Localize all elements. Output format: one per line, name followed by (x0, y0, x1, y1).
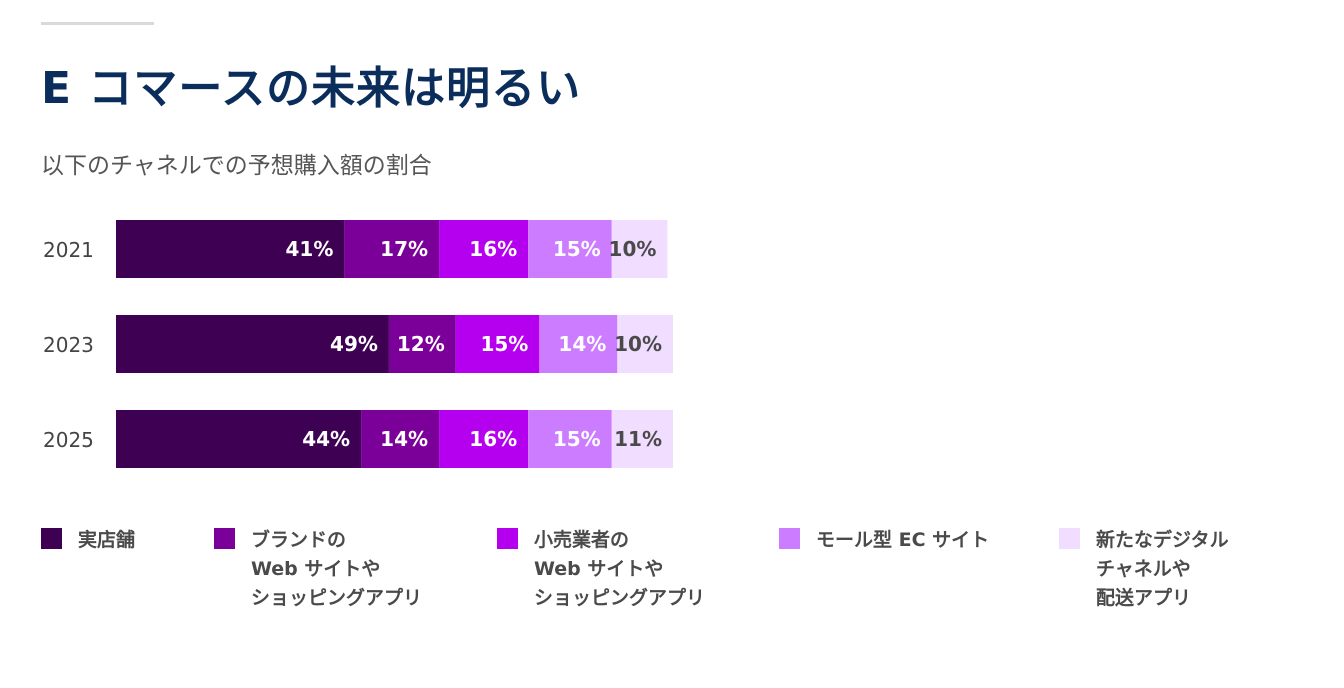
legend-label-line: 小売業者の (534, 529, 630, 551)
legend-label: ブランドの Web サイトやショッピングアプリ (251, 526, 422, 613)
value-label-2021-4: 15% (553, 237, 601, 261)
legend-label-line: Web サイトや (534, 558, 664, 580)
bar-segment-2025-5 (611, 410, 673, 468)
page-title: E コマースの未来は明るい (41, 63, 582, 114)
legend-swatch (779, 528, 800, 549)
bar-segment-2025-1 (116, 410, 362, 468)
legend-label-line: ブランドの (251, 529, 347, 551)
legend-label-line: モール型 EC サイト (816, 529, 990, 551)
value-label-2025-2: 14% (380, 427, 428, 451)
value-label-2023-3: 15% (480, 332, 528, 356)
value-label-2025-3: 16% (469, 427, 517, 451)
legend-label: 小売業者の Web サイトやショッピングアプリ (534, 526, 705, 613)
bar-segment-2021-4 (528, 220, 612, 278)
bar-segment-2021-1 (116, 220, 345, 278)
legend-swatch (214, 528, 235, 549)
legend-swatch (41, 528, 62, 549)
year-label-2023: 2023 (43, 333, 94, 357)
legend-label-line: チャネルや (1096, 558, 1191, 580)
value-label-2025-1: 44% (302, 427, 350, 451)
value-label-2021-3: 16% (469, 237, 517, 261)
title-accent-line (41, 22, 154, 25)
legend-label: 実店舗 (78, 526, 135, 555)
bar-segment-2021-5 (611, 220, 668, 278)
bar-segment-2025-3 (439, 410, 529, 468)
value-label-2025-5: 11% (614, 427, 662, 451)
legend-label-line: ショッピングアプリ (534, 587, 706, 609)
stacked-bar-chart: 2021 41% 17% 16% 15% 10% 2023 49% 12% 15% 14% 10% 20… (43, 220, 673, 468)
bar-segment-2021-3 (439, 220, 529, 278)
bar-segment-2023-3 (455, 315, 540, 373)
value-label-2021-2: 17% (380, 237, 428, 261)
value-label-2023-1: 49% (330, 332, 378, 356)
chart-subtitle: 以下のチャネルでの予想購入額の割合 (41, 153, 432, 179)
legend-swatch (1059, 528, 1080, 549)
year-label-2025: 2025 (43, 428, 94, 452)
legend-label: モール型 EC サイト (816, 526, 989, 555)
value-label-2021-5: 10% (609, 237, 657, 261)
value-label-2023-2: 12% (397, 332, 445, 356)
bar-segment-2023-5 (617, 315, 673, 373)
year-label-2021: 2021 (43, 238, 94, 262)
bar-segment-2025-4 (528, 410, 612, 468)
bar-segment-2023-1 (116, 315, 389, 373)
bar-segment-2025-2 (361, 410, 440, 468)
legend-label-line: 新たなデジタル (1096, 529, 1229, 551)
value-label-2021-1: 41% (285, 237, 333, 261)
legend-label: 新たなデジタル チャネルや配送アプリ (1096, 526, 1229, 613)
value-label-2023-4: 14% (558, 332, 606, 356)
legend-label-line: 実店舗 (78, 529, 136, 551)
legend-swatch (497, 528, 518, 549)
bar-segment-2023-2 (388, 315, 456, 373)
legend-label-line: ショッピングアプリ (251, 587, 423, 609)
value-label-2025-4: 15% (553, 427, 601, 451)
legend-label-line: 配送アプリ (1096, 587, 1192, 609)
bar-segment-2023-4 (539, 315, 618, 373)
bar-segment-2021-2 (344, 220, 440, 278)
value-label-2023-5: 10% (614, 332, 662, 356)
legend-label-line: Web サイトや (251, 558, 381, 580)
